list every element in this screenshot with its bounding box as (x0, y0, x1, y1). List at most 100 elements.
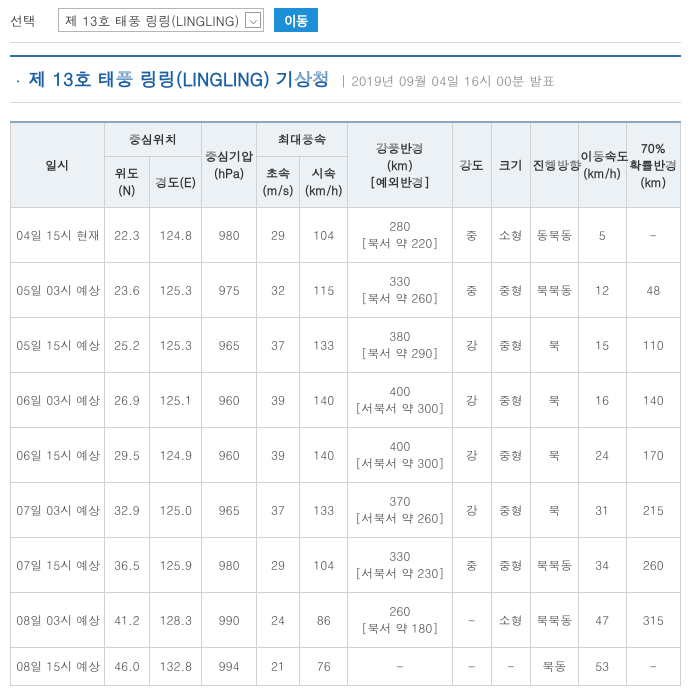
cell-int: 중 (452, 208, 491, 263)
cell-int: 강 (452, 483, 491, 538)
cell-ms: 37 (256, 318, 300, 373)
cell-kmh: 115 (300, 263, 348, 318)
cell-ms: 21 (256, 648, 300, 686)
cell-size: 중형 (491, 428, 530, 483)
table-body: 04일 15시 현재22.3124.898029104280[북서 약 220]… (11, 208, 681, 686)
typhoon-select[interactable]: 제 13호 태풍 링링(LINGLING) ⌵ (58, 8, 264, 32)
th-p70-text: 70% 확률반경(km) (629, 140, 677, 191)
cell-ms: 29 (256, 208, 300, 263)
cell-int: 강 (452, 428, 491, 483)
cell-ms: 37 (256, 483, 300, 538)
cell-lat: 41.2 (104, 593, 150, 648)
cell-int: 중 (452, 263, 491, 318)
cell-kmh: 104 (300, 538, 348, 593)
th-datetime: 일시 (11, 122, 105, 208)
cell-dt: 06일 15시 예상 (11, 428, 105, 483)
th-radius: 강풍반경(km)[예외반경] (348, 122, 452, 208)
top-toolbar: 선택 제 13호 태풍 링링(LINGLING) ⌵ 이동 (10, 8, 681, 43)
th-ms-text: 초속(m/s) (262, 165, 293, 199)
cell-lon: 125.3 (150, 318, 202, 373)
cell-lon: 125.3 (150, 263, 202, 318)
cell-lon: 125.9 (150, 538, 202, 593)
cell-p70: - (626, 648, 681, 686)
select-label: 선택 (10, 11, 36, 30)
cell-rad: 330[북서 약 260] (348, 263, 452, 318)
cell-rad: 280[북서 약 220] (348, 208, 452, 263)
table-row: 05일 15시 예상25.2125.396537133380[북서 약 290]… (11, 318, 681, 373)
table-row: 08일 15시 예상46.0132.89942176---북동53- (11, 648, 681, 686)
cell-lat: 26.9 (104, 373, 150, 428)
cell-size: 중형 (491, 263, 530, 318)
cell-lon: 128.3 (150, 593, 202, 648)
cell-dir: 북동 (530, 648, 578, 686)
th-radius-text: 강풍반경(km)[예외반경] (370, 140, 430, 191)
th-pressure: 중심기압(hPa) (202, 122, 256, 208)
cell-dir: 북 (530, 318, 578, 373)
cell-ms: 39 (256, 428, 300, 483)
table-row: 07일 15시 예상36.5125.998029104330[서북서 약 230… (11, 538, 681, 593)
table-header: 일시 중심위치 중심기압(hPa) 최대풍속 강풍반경(km)[예외반경] 강도… (11, 122, 681, 208)
title-bar: · 제 13호 태풍 링링(LINGLING) 기상청 | 2019년 09월 … (10, 55, 681, 103)
cell-dir: 북 (530, 373, 578, 428)
cell-spd: 47 (578, 593, 626, 648)
bullet-icon: · (16, 71, 20, 90)
cell-dt: 05일 03시 예상 (11, 263, 105, 318)
cell-kmh: 140 (300, 428, 348, 483)
cell-kmh: 140 (300, 373, 348, 428)
cell-spd: 5 (578, 208, 626, 263)
cell-p70: 140 (626, 373, 681, 428)
issued-time: | 2019년 09월 04일 16시 00분 발표 (340, 71, 555, 90)
cell-lon: 125.0 (150, 483, 202, 538)
go-button[interactable]: 이동 (274, 8, 318, 32)
cell-rad: 330[서북서 약 230] (348, 538, 452, 593)
cell-pres: 965 (202, 483, 256, 538)
cell-lon: 132.8 (150, 648, 202, 686)
cell-p70: 260 (626, 538, 681, 593)
cell-kmh: 104 (300, 208, 348, 263)
cell-lat: 23.6 (104, 263, 150, 318)
cell-lon: 124.9 (150, 428, 202, 483)
cell-dir: 북 (530, 483, 578, 538)
cell-dir: 북북동 (530, 538, 578, 593)
th-kmh-text: 시속(km/h) (305, 165, 343, 199)
cell-kmh: 86 (300, 593, 348, 648)
cell-pres: 994 (202, 648, 256, 686)
cell-size: 중형 (491, 373, 530, 428)
th-p70: 70% 확률반경(km) (626, 122, 681, 208)
table-row: 05일 03시 예상23.6125.397532115330[북서 약 260]… (11, 263, 681, 318)
cell-kmh: 76 (300, 648, 348, 686)
cell-ms: 32 (256, 263, 300, 318)
cell-size: 소형 (491, 208, 530, 263)
cell-dir: 북북동 (530, 593, 578, 648)
cell-size: - (491, 648, 530, 686)
cell-spd: 15 (578, 318, 626, 373)
cell-lat: 32.9 (104, 483, 150, 538)
cell-p70: 48 (626, 263, 681, 318)
cell-p70: 215 (626, 483, 681, 538)
th-direction: 진행방향 (530, 122, 578, 208)
th-ms: 초속(m/s) (256, 157, 300, 208)
table-row: 06일 15시 예상29.5124.996039140400[서북서 약 300… (11, 428, 681, 483)
cell-pres: 965 (202, 318, 256, 373)
th-direction-text: 진행방향 (533, 157, 581, 174)
cell-kmh: 133 (300, 483, 348, 538)
cell-int: 강 (452, 373, 491, 428)
cell-spd: 24 (578, 428, 626, 483)
cell-p70: 170 (626, 428, 681, 483)
th-lon: 경도(E) (150, 157, 202, 208)
cell-p70: - (626, 208, 681, 263)
cell-dt: 04일 15시 현재 (11, 208, 105, 263)
cell-pres: 975 (202, 263, 256, 318)
cell-rad: - (348, 648, 452, 686)
th-max-wind: 최대풍속 (256, 122, 347, 157)
cell-lat: 36.5 (104, 538, 150, 593)
cell-dt: 07일 03시 예상 (11, 483, 105, 538)
cell-rad: 400[서북서 약 300] (348, 428, 452, 483)
cell-pres: 960 (202, 428, 256, 483)
cell-int: - (452, 593, 491, 648)
th-pressure-text: 중심기압(hPa) (205, 148, 253, 182)
forecast-table: 일시 중심위치 중심기압(hPa) 최대풍속 강풍반경(km)[예외반경] 강도… (10, 121, 681, 686)
cell-rad: 260[북서 약 180] (348, 593, 452, 648)
cell-pres: 980 (202, 538, 256, 593)
cell-kmh: 133 (300, 318, 348, 373)
